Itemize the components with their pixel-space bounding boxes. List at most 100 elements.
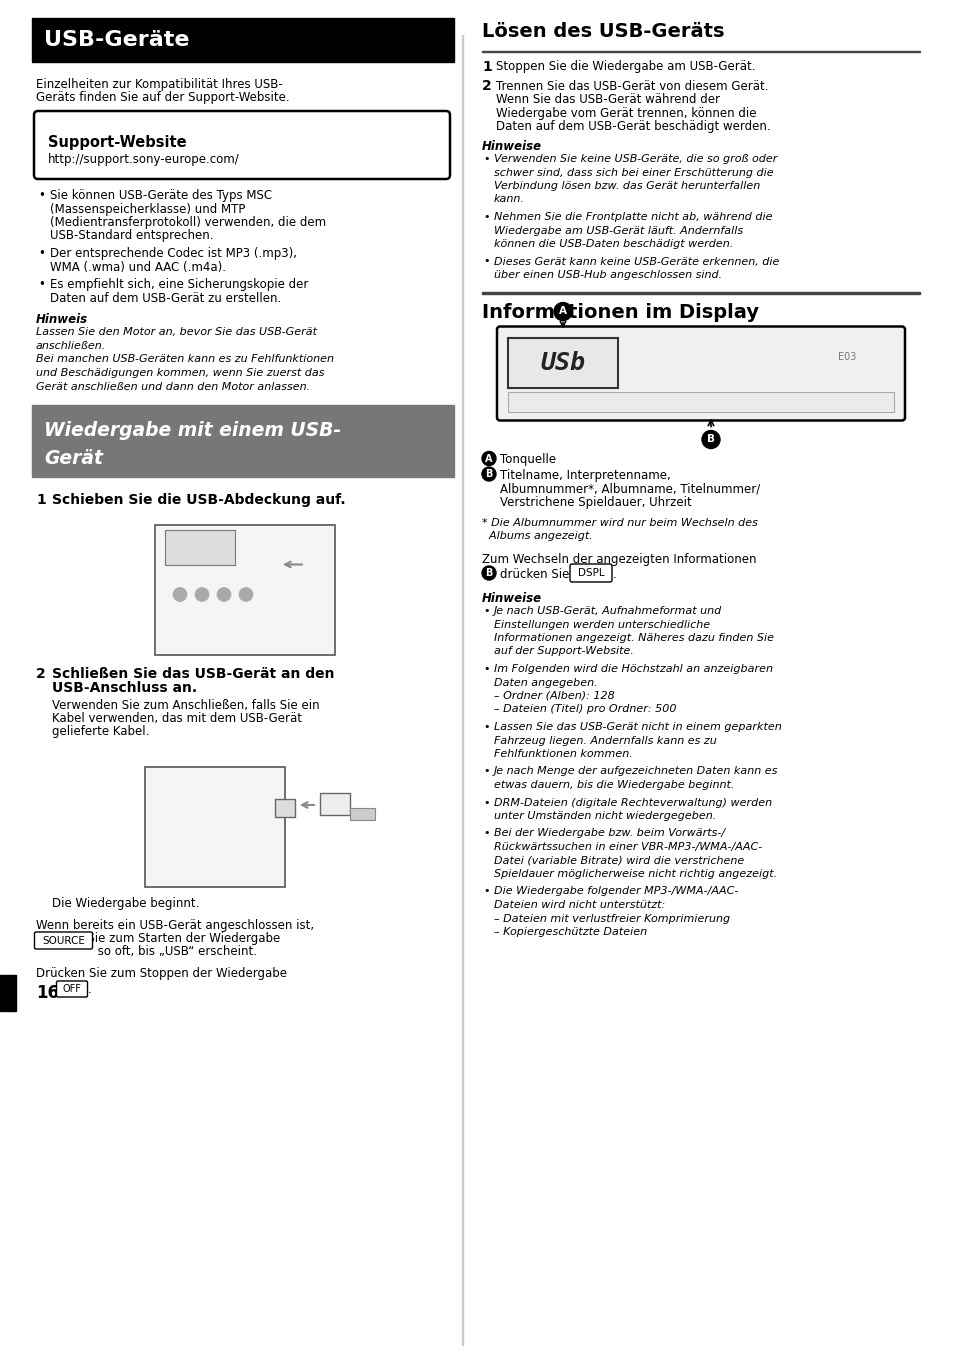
Text: •: •	[482, 767, 489, 776]
Text: unter Umständen nicht wiedergegeben.: unter Umständen nicht wiedergegeben.	[494, 811, 716, 821]
FancyBboxPatch shape	[569, 564, 612, 581]
Text: Drücken Sie zum Stoppen der Wiedergabe: Drücken Sie zum Stoppen der Wiedergabe	[36, 967, 287, 980]
Text: Die Wiedergabe folgender MP3-/WMA-/AAC-: Die Wiedergabe folgender MP3-/WMA-/AAC-	[494, 887, 738, 896]
Text: Rückwärtssuchen in einer VBR-MP3-/WMA-/AAC-: Rückwärtssuchen in einer VBR-MP3-/WMA-/A…	[494, 842, 761, 852]
Text: DRM-Dateien (digitale Rechteverwaltung) werden: DRM-Dateien (digitale Rechteverwaltung) …	[494, 798, 771, 807]
Bar	[32, 406, 454, 477]
Text: B: B	[485, 568, 492, 579]
Text: Lösen des USB-Geräts: Lösen des USB-Geräts	[481, 22, 723, 41]
Text: Nehmen Sie die Frontplatte nicht ab, während die: Nehmen Sie die Frontplatte nicht ab, wäh…	[494, 212, 772, 222]
Text: Trennen Sie das USB-Gerät von diesem Gerät.: Trennen Sie das USB-Gerät von diesem Ger…	[496, 80, 768, 92]
Text: Lassen Sie das USB-Gerät nicht in einem geparkten: Lassen Sie das USB-Gerät nicht in einem …	[494, 722, 781, 731]
Bar	[481, 50, 919, 51]
Text: A: A	[485, 453, 493, 464]
Text: Schieben Sie die USB-Abdeckung auf.: Schieben Sie die USB-Abdeckung auf.	[52, 493, 345, 507]
Text: schwer sind, dass sich bei einer Erschütterung die: schwer sind, dass sich bei einer Erschüt…	[494, 168, 773, 177]
Text: 1: 1	[36, 493, 46, 507]
Text: •: •	[482, 212, 489, 222]
FancyBboxPatch shape	[34, 111, 450, 178]
Text: B: B	[706, 434, 714, 445]
Text: Spieldauer möglicherweise nicht richtig angezeigt.: Spieldauer möglicherweise nicht richtig …	[494, 869, 777, 879]
Text: DSPL: DSPL	[578, 568, 603, 579]
Circle shape	[701, 430, 720, 449]
Text: •: •	[482, 257, 489, 266]
Text: Daten auf dem USB-Gerät beschädigt werden.: Daten auf dem USB-Gerät beschädigt werde…	[496, 120, 770, 132]
Bar	[0, 975, 16, 1010]
Text: Je nach USB-Gerät, Aufnahmeformat und: Je nach USB-Gerät, Aufnahmeformat und	[494, 606, 721, 617]
Text: – Dateien mit verlustfreier Komprimierung: – Dateien mit verlustfreier Komprimierun…	[494, 914, 729, 923]
Bar	[145, 767, 285, 887]
Text: OFF: OFF	[63, 984, 81, 995]
Text: Tonquelle: Tonquelle	[499, 453, 556, 466]
Text: Kabel verwenden, das mit dem USB-Gerät: Kabel verwenden, das mit dem USB-Gerät	[52, 713, 302, 725]
Text: Geräts finden Sie auf der Support-Website.: Geräts finden Sie auf der Support-Websit…	[36, 92, 290, 104]
Bar	[274, 799, 294, 817]
Circle shape	[481, 452, 496, 465]
Text: USB-Standard entsprechen.: USB-Standard entsprechen.	[50, 230, 213, 242]
Circle shape	[481, 566, 496, 580]
Text: so oft, bis „USB“ erscheint.: so oft, bis „USB“ erscheint.	[94, 945, 256, 959]
Text: 16: 16	[36, 984, 59, 1002]
Text: und Beschädigungen kommen, wenn Sie zuerst das: und Beschädigungen kommen, wenn Sie zuer…	[36, 368, 324, 379]
Text: Gerät: Gerät	[44, 449, 103, 469]
Text: können die USB-Daten beschädigt werden.: können die USB-Daten beschädigt werden.	[494, 239, 733, 249]
Text: .: .	[88, 983, 91, 996]
Text: Hinweise: Hinweise	[481, 139, 541, 153]
FancyBboxPatch shape	[497, 326, 904, 420]
Text: Verstrichene Spieldauer, Uhrzeit: Verstrichene Spieldauer, Uhrzeit	[499, 496, 691, 508]
Text: Die Wiedergabe beginnt.: Die Wiedergabe beginnt.	[52, 896, 199, 910]
Text: Fehlfunktionen kommen.: Fehlfunktionen kommen.	[494, 749, 632, 758]
Text: – Ordner (Alben): 128: – Ordner (Alben): 128	[494, 691, 614, 700]
Text: gelieferte Kabel.: gelieferte Kabel.	[52, 726, 150, 738]
Text: B: B	[485, 469, 492, 479]
Text: Verwenden Sie zum Anschließen, falls Sie ein: Verwenden Sie zum Anschließen, falls Sie…	[52, 699, 319, 711]
Text: Daten angegeben.: Daten angegeben.	[494, 677, 597, 688]
Text: Je nach Menge der aufgezeichneten Daten kann es: Je nach Menge der aufgezeichneten Daten …	[494, 767, 778, 776]
Text: •: •	[482, 722, 489, 731]
FancyBboxPatch shape	[34, 932, 92, 949]
Text: Hinweise: Hinweise	[481, 592, 541, 604]
Text: auf der Support-Website.: auf der Support-Website.	[494, 646, 633, 657]
Text: Einzelheiten zur Kompatibilität Ihres USB-: Einzelheiten zur Kompatibilität Ihres US…	[36, 78, 282, 91]
Bar	[507, 338, 618, 388]
Text: Bei manchen USB-Geräten kann es zu Fehlfunktionen: Bei manchen USB-Geräten kann es zu Fehlf…	[36, 354, 334, 365]
Text: •: •	[38, 189, 45, 201]
Bar	[461, 35, 462, 1345]
Text: Hinweis: Hinweis	[36, 314, 88, 326]
Text: Lassen Sie den Motor an, bevor Sie das USB-Gerät: Lassen Sie den Motor an, bevor Sie das U…	[36, 327, 316, 338]
Text: Einstellungen werden unterschiedliche: Einstellungen werden unterschiedliche	[494, 619, 709, 630]
Bar	[481, 292, 919, 293]
Bar	[319, 794, 350, 815]
FancyBboxPatch shape	[56, 982, 88, 996]
Text: •: •	[482, 829, 489, 838]
Circle shape	[194, 588, 209, 602]
Text: Im Folgenden wird die Höchstzahl an anzeigbaren: Im Folgenden wird die Höchstzahl an anze…	[494, 664, 772, 675]
Text: Daten auf dem USB-Gerät zu erstellen.: Daten auf dem USB-Gerät zu erstellen.	[50, 292, 281, 304]
Text: Albumnummer*, Albumname, Titelnummer/: Albumnummer*, Albumname, Titelnummer/	[499, 483, 760, 495]
Text: Datei (variable Bitrate) wird die verstrichene: Datei (variable Bitrate) wird die verstr…	[494, 856, 743, 865]
Text: A: A	[558, 307, 566, 316]
Text: •: •	[482, 664, 489, 675]
Text: – Kopiergeschützte Dateien: – Kopiergeschützte Dateien	[494, 927, 646, 937]
Text: Verwenden Sie keine USB-Geräte, die so groß oder: Verwenden Sie keine USB-Geräte, die so g…	[494, 154, 777, 164]
Text: •: •	[38, 279, 45, 291]
Text: * Die Albumnummer wird nur beim Wechseln des: * Die Albumnummer wird nur beim Wechseln…	[481, 518, 757, 527]
Circle shape	[216, 588, 231, 602]
Text: USb: USb	[540, 350, 585, 375]
Text: USB-Geräte: USB-Geräte	[44, 30, 190, 50]
Text: Bei der Wiedergabe bzw. beim Vorwärts-/: Bei der Wiedergabe bzw. beim Vorwärts-/	[494, 829, 724, 838]
Circle shape	[481, 466, 496, 481]
Bar	[32, 18, 454, 62]
Bar	[154, 525, 335, 654]
Text: Fahrzeug liegen. Andernfalls kann es zu: Fahrzeug liegen. Andernfalls kann es zu	[494, 735, 716, 745]
Text: anschließen.: anschließen.	[36, 341, 106, 352]
Text: Dateien wird nicht unterstützt:: Dateien wird nicht unterstützt:	[494, 900, 664, 910]
Text: (Medientransferprotokoll) verwenden, die dem: (Medientransferprotokoll) verwenden, die…	[50, 216, 326, 228]
Text: http://support.sony-europe.com/: http://support.sony-europe.com/	[48, 153, 239, 166]
Text: SOURCE: SOURCE	[42, 936, 85, 945]
Circle shape	[239, 588, 253, 602]
Text: USB-Anschluss an.: USB-Anschluss an.	[52, 681, 197, 695]
Text: Schließen Sie das USB-Gerät an den: Schließen Sie das USB-Gerät an den	[52, 667, 335, 680]
Text: •: •	[482, 606, 489, 617]
Text: etwas dauern, bis die Wiedergabe beginnt.: etwas dauern, bis die Wiedergabe beginnt…	[494, 780, 734, 790]
